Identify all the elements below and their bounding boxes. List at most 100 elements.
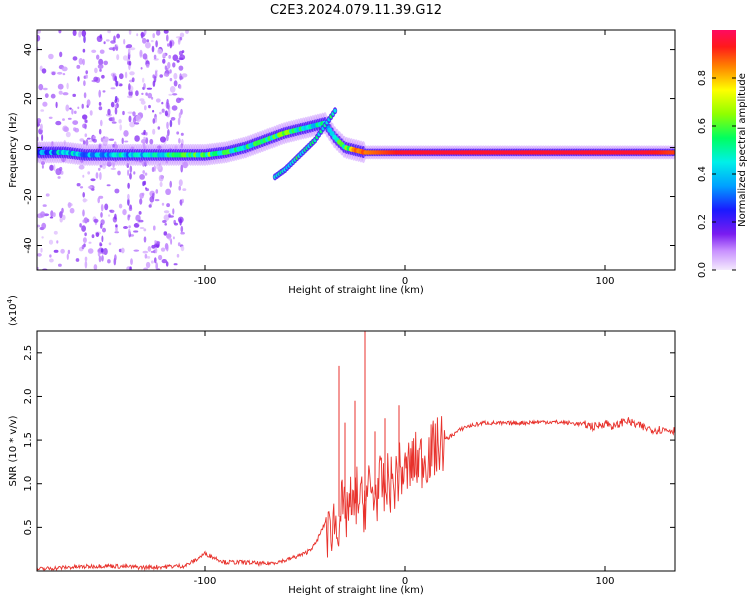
noise-speckle xyxy=(121,137,124,144)
noise-streak xyxy=(145,92,148,96)
noise-speckle xyxy=(88,241,92,244)
noise-speckle xyxy=(124,140,129,143)
x-tick-label: 100 xyxy=(595,276,614,287)
noise-speckle xyxy=(163,210,170,214)
noise-speckle xyxy=(41,236,44,239)
noise-speckle xyxy=(129,47,136,51)
snr-multiplier-base: (x10 xyxy=(8,303,19,326)
noise-speckle xyxy=(76,64,81,69)
noise-speckle xyxy=(127,95,133,99)
noise-speckle xyxy=(37,118,42,124)
noise-speckle xyxy=(57,83,64,90)
noise-speckle xyxy=(87,248,94,254)
noise-speckle xyxy=(87,171,91,175)
noise-streak xyxy=(100,223,103,229)
y-tick-label: -40 xyxy=(23,237,34,253)
noise-speckle xyxy=(96,54,100,60)
noise-streak xyxy=(178,84,182,90)
noise-streak xyxy=(100,119,103,127)
noise-streak xyxy=(169,119,173,128)
noise-streak xyxy=(99,34,103,39)
noise-speckle xyxy=(48,53,54,60)
colorbar-label: Normalized spectral amplitude xyxy=(737,73,748,227)
noise-streak xyxy=(141,192,145,196)
noise-speckle xyxy=(65,131,71,138)
noise-streak xyxy=(84,119,87,123)
noise-streak xyxy=(114,96,118,101)
noise-speckle xyxy=(133,171,136,175)
noise-speckle xyxy=(135,115,142,122)
noise-streak xyxy=(82,209,85,217)
noise-speckle xyxy=(146,87,153,90)
noise-streak xyxy=(152,118,156,124)
noise-speckle xyxy=(98,106,103,111)
noise-speckle xyxy=(132,111,136,117)
noise-speckle xyxy=(42,101,48,107)
noise-speckle xyxy=(93,264,98,270)
spectrogram-y-ticks: -40 -20 0 20 40 xyxy=(23,43,675,254)
noise-speckle xyxy=(45,193,50,197)
noise-speckle xyxy=(159,181,163,187)
noise-speckle xyxy=(139,98,145,102)
noise-speckle xyxy=(62,214,66,221)
snr-background xyxy=(37,331,675,571)
noise-speckle xyxy=(59,51,63,58)
noise-speckle xyxy=(158,174,164,182)
noise-speckle xyxy=(145,187,147,190)
noise-speckle xyxy=(158,254,163,261)
noise-streak xyxy=(83,80,86,87)
noise-speckle xyxy=(122,209,127,216)
x-tick-label: 100 xyxy=(595,576,614,587)
noise-speckle xyxy=(139,227,145,229)
noise-speckle xyxy=(156,30,161,36)
noise-streak xyxy=(99,242,102,247)
snr-y-ticks: 0.5 1.0 1.5 2.0 2.5 xyxy=(23,345,675,535)
noise-speckle xyxy=(50,210,54,218)
noise-speckle xyxy=(176,131,180,135)
noise-streak xyxy=(143,180,147,186)
noise-speckle xyxy=(173,80,178,87)
noise-speckle xyxy=(42,204,47,207)
noise-streak xyxy=(98,101,102,106)
noise-speckle xyxy=(95,172,99,179)
noise-streak xyxy=(112,46,116,52)
noise-streak xyxy=(154,240,157,244)
noise-speckle xyxy=(94,67,98,74)
x-tick-label: 0 xyxy=(402,576,408,587)
y-tick-label: 40 xyxy=(23,43,34,56)
noise-streak xyxy=(129,204,132,210)
noise-streak xyxy=(144,105,147,111)
noise-streak xyxy=(179,199,183,206)
noise-speckle xyxy=(97,64,104,69)
noise-speckle xyxy=(62,73,66,76)
noise-speckle xyxy=(154,199,160,202)
noise-speckle xyxy=(41,68,47,74)
noise-speckle xyxy=(66,82,69,90)
noise-speckle xyxy=(142,250,149,254)
noise-streak xyxy=(154,257,157,264)
noise-speckle xyxy=(165,188,172,195)
noise-speckle xyxy=(116,33,120,39)
noise-speckle xyxy=(69,207,75,214)
noise-speckle xyxy=(81,30,87,37)
noise-speckle xyxy=(145,261,151,269)
noise-streak xyxy=(98,255,102,263)
noise-speckle xyxy=(104,203,109,211)
noise-speckle xyxy=(108,138,115,141)
colorbar-tick-label: 0.0 xyxy=(697,262,708,278)
noise-speckle xyxy=(166,203,171,208)
noise-speckle xyxy=(63,126,69,132)
noise-streak xyxy=(177,117,181,126)
noise-speckle xyxy=(159,74,163,78)
noise-speckle xyxy=(57,71,63,75)
noise-speckle xyxy=(38,83,44,91)
noise-streak xyxy=(129,266,132,270)
noise-streak xyxy=(153,225,156,231)
noise-streak xyxy=(166,244,169,252)
noise-speckle xyxy=(135,214,141,222)
noise-speckle xyxy=(161,108,165,113)
noise-speckle xyxy=(134,122,140,125)
noise-speckle xyxy=(118,119,122,124)
spectrogram-panel: -100 0 100 -40 -20 0 20 40 Height of straight … xyxy=(8,29,676,296)
noise-streak xyxy=(142,170,145,174)
